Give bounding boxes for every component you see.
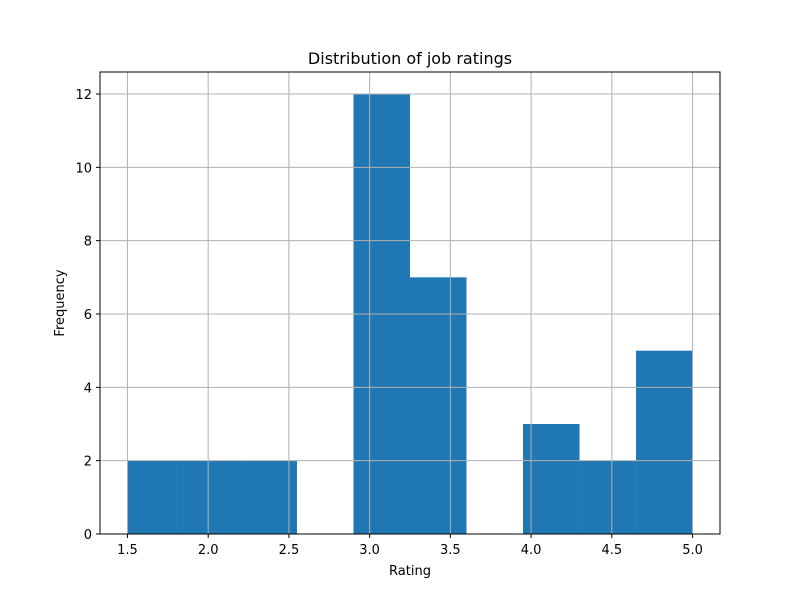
plot-frame — [99, 71, 721, 535]
histogram-bar — [240, 460, 297, 534]
y-tick-label: 10 — [75, 161, 92, 176]
y-tick-label: 0 — [84, 528, 92, 543]
y-tick-label: 8 — [84, 235, 92, 250]
grid — [100, 72, 720, 535]
x-tick-label: 2.0 — [198, 543, 219, 558]
x-tick-label: 4.0 — [521, 543, 542, 558]
histogram-bar — [523, 424, 580, 534]
x-tick-label: 4.5 — [601, 543, 622, 558]
x-tick-label: 3.5 — [440, 543, 461, 558]
ticks: 1.5 2.0 2.5 3.0 3.5 4.0 4.5 5.0 0 2 4 6 8 10 12 — [75, 88, 702, 558]
histogram-bar — [183, 460, 241, 534]
x-axis-label: Rating — [389, 564, 431, 579]
y-tick-label: 6 — [84, 308, 92, 323]
y-tick-label: 2 — [84, 455, 92, 470]
chart-title: Distribution of job ratings — [308, 49, 512, 68]
histogram-bar — [127, 460, 184, 534]
x-tick-label: 1.5 — [117, 543, 138, 558]
y-axis-label: Frequency — [53, 269, 68, 336]
y-tick-label: 12 — [75, 88, 92, 103]
histogram-bar — [410, 277, 467, 534]
x-tick-label: 5.0 — [682, 543, 703, 558]
x-tick-label: 2.5 — [279, 543, 300, 558]
x-tick-label: 3.0 — [359, 543, 380, 558]
histogram-bar — [636, 350, 693, 534]
histogram-bar — [579, 460, 637, 534]
y-tick-label: 4 — [84, 381, 92, 396]
